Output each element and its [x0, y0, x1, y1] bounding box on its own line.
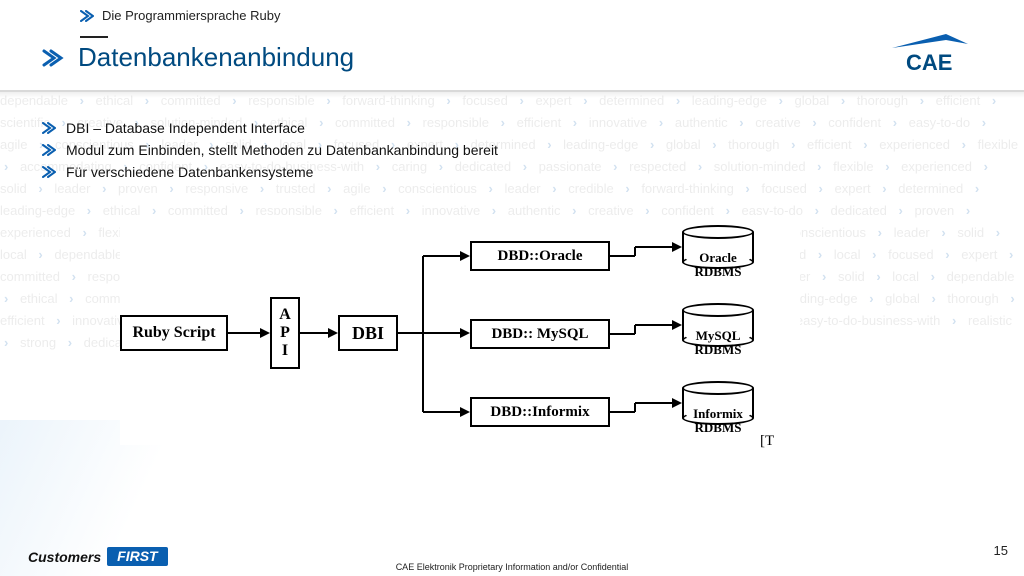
badge-right: FIRST — [107, 547, 167, 566]
chevron-icon — [42, 122, 56, 134]
node-api: A P I — [270, 297, 300, 369]
badge-left: Customers — [28, 549, 101, 565]
customers-first-badge: Customers FIRST — [28, 547, 168, 566]
chevron-icon — [42, 144, 56, 156]
chevron-icon — [42, 49, 64, 67]
node-label-db_ora: Oracle RDBMS — [678, 251, 758, 280]
source-watermark: [T — [760, 433, 774, 450]
bullet-text: Für verschiedene Datenbankensysteme — [66, 164, 313, 180]
node-dbd_ora: DBD::Oracle — [470, 241, 610, 271]
cae-logo: CAE — [886, 30, 982, 81]
bullet-item: Für verschiedene Datenbankensysteme — [42, 164, 498, 180]
breadcrumb-text: Die Programmiersprache Ruby — [102, 8, 280, 23]
bullet-text: Modul zum Einbinden, stellt Methoden zu … — [66, 142, 498, 158]
dbi-flowchart: Ruby Script A P I DBI DBD::OracleDBD:: MySQ… — [120, 215, 800, 445]
page-number: 15 — [994, 543, 1008, 558]
confidential-text: CAE Elektronik Proprietary Information a… — [396, 562, 629, 572]
node-dbi: DBI — [338, 315, 398, 351]
chevron-icon — [80, 10, 94, 22]
node-ruby: Ruby Script — [120, 315, 228, 351]
bullet-item: Modul zum Einbinden, stellt Methoden zu … — [42, 142, 498, 158]
node-label-db_my: MySQL RDBMS — [678, 329, 758, 358]
node-label-db_inf: Informix RDBMS — [678, 407, 758, 436]
chevron-icon — [42, 166, 56, 178]
footer: Customers FIRST CAE Elektronik Proprieta… — [0, 536, 1024, 576]
node-dbd_inf: DBD::Informix — [470, 397, 610, 427]
header-shadow — [0, 92, 1024, 98]
bullet-item: DBI – Database Independent Interface — [42, 120, 498, 136]
page-title: Datenbankenanbindung — [78, 42, 354, 73]
breadcrumb: Die Programmiersprache Ruby — [80, 8, 280, 23]
bullet-list: DBI – Database Independent Interface Mod… — [42, 120, 498, 186]
node-dbd_my: DBD:: MySQL — [470, 319, 610, 349]
logo-text: CAE — [906, 50, 952, 75]
bullet-text: DBI – Database Independent Interface — [66, 120, 305, 136]
page-title-row: Datenbankenanbindung — [42, 42, 354, 73]
